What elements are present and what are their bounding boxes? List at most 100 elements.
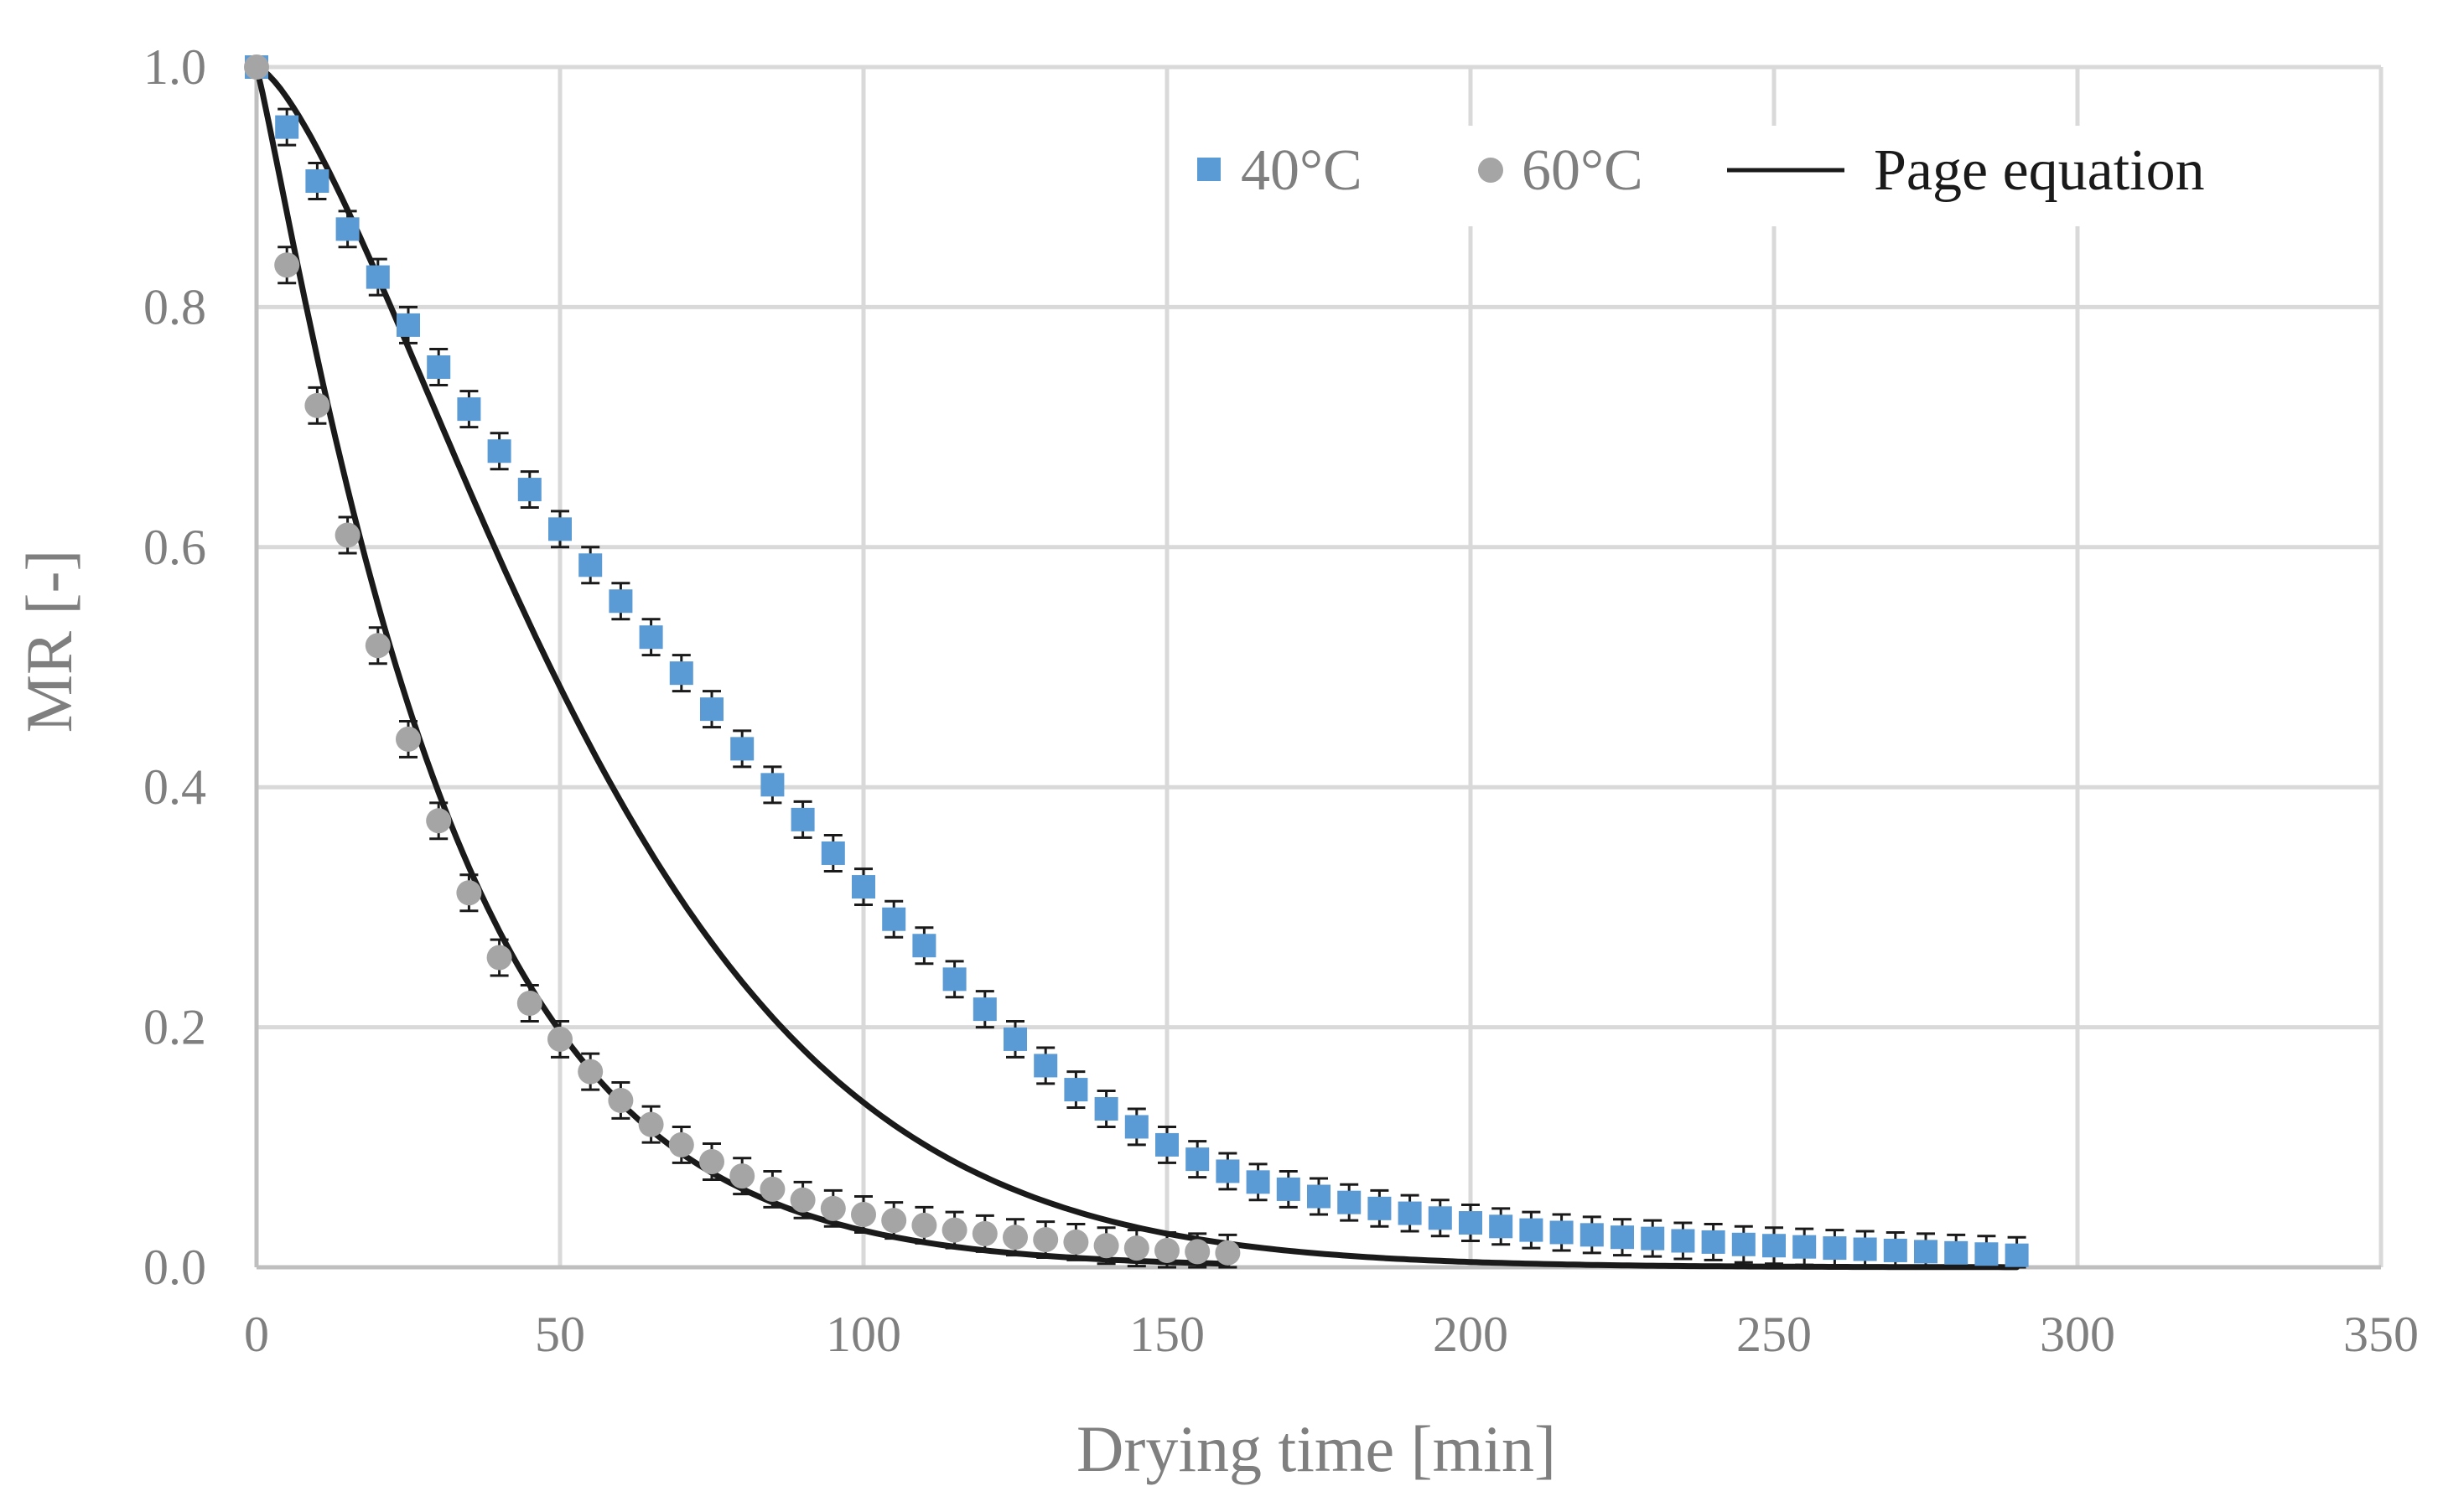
data-point-60c — [426, 808, 452, 834]
data-point-60c — [335, 522, 361, 548]
data-point-60c — [1123, 1235, 1149, 1261]
data-point-60c — [668, 1131, 694, 1157]
data-point-40c — [1914, 1240, 1937, 1264]
data-point-60c — [547, 1026, 573, 1052]
data-point-60c — [851, 1201, 876, 1227]
data-point-40c — [335, 217, 360, 241]
data-point-40c — [1974, 1242, 1999, 1266]
data-point-40c — [1428, 1206, 1452, 1230]
y-tick-label: 0.2 — [143, 1000, 206, 1055]
x-tick-label: 200 — [1433, 1307, 1508, 1362]
legend-marker-60c — [1478, 158, 1503, 183]
data-point-40c — [852, 875, 875, 899]
data-point-40c — [1004, 1027, 1027, 1051]
data-point-60c — [304, 392, 330, 418]
data-point-40c — [700, 697, 724, 722]
data-point-40c — [1549, 1220, 1574, 1245]
data-point-40c — [275, 115, 299, 139]
legend-label-40c: 40°C — [1241, 138, 1362, 203]
data-point-60c — [1063, 1229, 1089, 1255]
x-tick-label: 50 — [535, 1307, 585, 1362]
data-point-40c — [1641, 1226, 1665, 1251]
data-point-40c — [1337, 1190, 1362, 1214]
legend-marker-40c — [1197, 158, 1221, 181]
y-tick-label: 0.8 — [143, 279, 206, 334]
data-markers — [244, 54, 2029, 1267]
data-point-40c — [397, 313, 420, 337]
data-point-60c — [820, 1195, 846, 1221]
y-tick-label: 0.0 — [143, 1240, 206, 1295]
data-point-40c — [578, 553, 603, 577]
data-point-40c — [1671, 1229, 1695, 1253]
data-point-40c — [730, 737, 755, 761]
data-point-40c — [1519, 1218, 1543, 1242]
data-point-60c — [1003, 1225, 1028, 1251]
data-point-40c — [912, 934, 936, 958]
data-point-60c — [729, 1163, 755, 1189]
data-point-60c — [790, 1187, 816, 1213]
data-point-40c — [1034, 1054, 1058, 1078]
x-tick-label: 250 — [1736, 1307, 1812, 1362]
data-point-60c — [608, 1087, 634, 1113]
data-point-40c — [1276, 1177, 1300, 1201]
tick-labels: 0 50 100 150 200 250 300 350 0.0 0.2 0.4 0.6 0.8 1.0 — [143, 39, 2419, 1362]
data-point-40c — [305, 169, 329, 194]
x-tick-label: 100 — [826, 1307, 901, 1362]
data-point-60c — [972, 1220, 998, 1246]
data-point-40c — [1489, 1214, 1513, 1239]
data-point-40c — [1216, 1159, 1240, 1183]
data-point-40c — [1367, 1196, 1392, 1220]
data-point-40c — [973, 997, 997, 1022]
legend: 40°C 60°C Page equation — [1170, 126, 2293, 226]
model-curves — [253, 64, 2020, 1271]
data-point-60c — [578, 1059, 604, 1085]
data-point-60c — [486, 945, 512, 971]
data-point-40c — [1823, 1236, 1847, 1261]
grid-lines — [254, 65, 2384, 1270]
data-point-40c — [427, 355, 451, 379]
data-point-60c — [881, 1208, 907, 1234]
y-tick-label: 0.4 — [143, 759, 206, 815]
x-tick-label: 150 — [1129, 1307, 1205, 1362]
x-tick-label: 350 — [2343, 1307, 2419, 1362]
legend-background — [1170, 126, 2293, 226]
data-point-40c — [609, 589, 633, 614]
data-point-60c — [699, 1148, 724, 1174]
data-point-40c — [1459, 1211, 1482, 1235]
data-point-40c — [1124, 1115, 1149, 1139]
data-point-60c — [274, 252, 300, 278]
data-point-40c — [1792, 1235, 1817, 1259]
data-point-40c — [1064, 1078, 1088, 1102]
data-point-40c — [457, 397, 481, 422]
x-tick-label: 300 — [2040, 1307, 2115, 1362]
x-axis-title: Drying time [min] — [1076, 1412, 1556, 1485]
data-point-40c — [669, 661, 693, 686]
legend-label-60c: 60°C — [1522, 138, 1643, 203]
data-point-40c — [791, 807, 815, 831]
data-point-60c — [638, 1111, 664, 1137]
data-point-40c — [942, 967, 967, 992]
data-point-40c — [548, 517, 572, 541]
data-point-60c — [941, 1217, 967, 1243]
data-point-40c — [487, 439, 511, 463]
error-bars — [278, 107, 2026, 1269]
data-point-40c — [1185, 1147, 1210, 1172]
data-point-60c — [1154, 1237, 1180, 1263]
data-point-60c — [1185, 1239, 1211, 1265]
data-point-40c — [1853, 1237, 1877, 1261]
data-point-60c — [244, 54, 269, 80]
data-point-60c — [456, 880, 482, 906]
data-point-60c — [396, 726, 421, 752]
data-point-40c — [1246, 1170, 1270, 1194]
data-point-40c — [760, 773, 785, 797]
data-point-60c — [1215, 1240, 1241, 1266]
data-point-60c — [911, 1212, 937, 1238]
data-point-60c — [760, 1176, 786, 1202]
data-point-40c — [517, 478, 542, 502]
data-point-40c — [1580, 1223, 1604, 1247]
data-point-40c — [1611, 1225, 1634, 1250]
y-tick-label: 0.6 — [143, 520, 206, 575]
data-point-40c — [1155, 1132, 1179, 1157]
y-axis-title: MR [-] — [13, 550, 86, 733]
